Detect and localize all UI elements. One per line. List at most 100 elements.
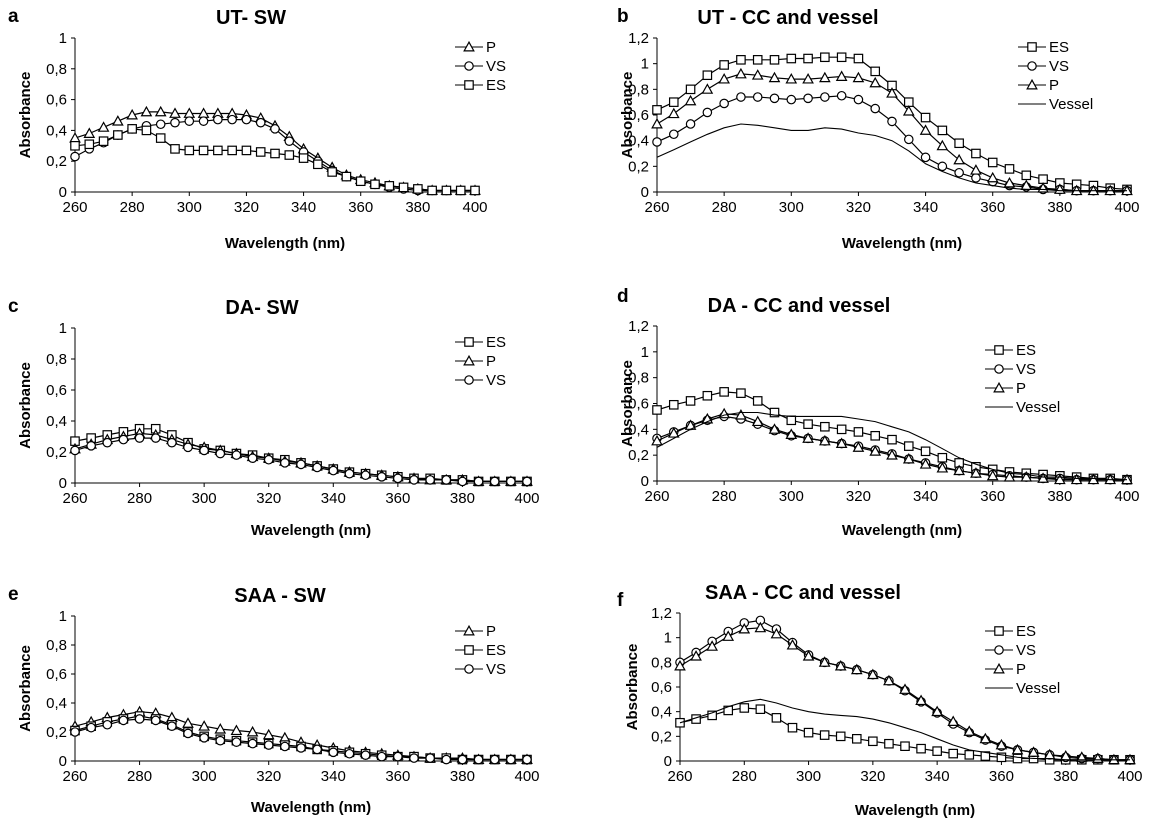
data-point: [736, 55, 746, 65]
y-tick-label: 0,8: [628, 370, 649, 387]
y-tick-label: 0,6: [628, 396, 649, 413]
x-tick-label: 320: [846, 199, 871, 216]
data-point: [820, 92, 830, 102]
data-point: [915, 694, 927, 706]
data-point: [470, 185, 480, 196]
data-point: [199, 732, 209, 743]
data-point: [312, 744, 322, 755]
data-point: [948, 748, 959, 759]
data-point: [883, 674, 895, 686]
x-tick-label: 360: [348, 199, 373, 216]
y-tick-label: 1,2: [651, 605, 672, 622]
y-tick-label: 0,8: [46, 351, 67, 368]
legend-marker: [994, 345, 1004, 355]
panel-letter: c: [8, 296, 19, 317]
y-tick-label: 0,2: [628, 447, 649, 464]
data-point: [887, 116, 897, 127]
data-point: [328, 747, 339, 758]
data-point: [770, 627, 783, 639]
data-point: [227, 114, 237, 125]
x-tick-label: 280: [127, 490, 152, 507]
data-point: [393, 751, 403, 762]
x-axis-label: Wavelength (nm): [855, 802, 975, 819]
data-point: [836, 52, 847, 63]
data-point: [398, 182, 409, 193]
series-vessel: [656, 123, 1127, 192]
x-tick-label: 280: [712, 199, 737, 216]
data-point: [751, 69, 764, 80]
legend-entry: VS: [985, 361, 1036, 378]
y-tick-label: 1,2: [628, 318, 649, 335]
data-point: [360, 750, 371, 760]
data-point: [327, 167, 337, 177]
data-point: [986, 469, 999, 481]
legend-label: ES: [1016, 623, 1036, 640]
data-point: [652, 105, 662, 115]
data-point: [167, 437, 177, 448]
y-tick-label: 0,6: [46, 92, 67, 109]
y-tick-label: 0,4: [46, 695, 67, 712]
y-tick-label: 0,4: [628, 133, 649, 150]
x-tick-label: 380: [450, 490, 475, 507]
data-point: [702, 390, 713, 401]
data-point: [735, 67, 747, 79]
data-point: [126, 108, 138, 120]
data-point: [284, 136, 295, 146]
x-axis-label: Wavelength (nm): [225, 235, 345, 252]
x-tick-label: 360: [385, 768, 410, 785]
data-point: [937, 125, 948, 136]
y-tick-label: 0,2: [46, 153, 67, 170]
data-point: [752, 92, 763, 102]
x-tick-label: 400: [514, 490, 539, 507]
legend-entry: P: [455, 623, 496, 640]
legend-label: Vessel: [1016, 399, 1060, 416]
data-point: [937, 161, 948, 172]
data-point: [313, 159, 323, 170]
legend-entry: VS: [985, 642, 1036, 659]
data-point: [98, 136, 109, 146]
data-point: [690, 650, 702, 661]
legend-label: VS: [1016, 642, 1036, 659]
data-point: [425, 475, 435, 485]
legend-marker: [464, 337, 474, 347]
legend-entry: P: [455, 39, 496, 56]
x-tick-label: 280: [732, 768, 757, 785]
data-point: [668, 97, 679, 107]
data-point: [971, 148, 981, 159]
y-tick-label: 1: [59, 608, 67, 625]
data-point: [954, 167, 964, 178]
legend-entry: Vessel: [985, 399, 1060, 416]
data-point: [409, 753, 419, 763]
data-point: [83, 127, 96, 138]
data-point: [739, 703, 750, 713]
legend-label: Vessel: [1016, 680, 1060, 697]
data-point: [344, 468, 355, 479]
data-point: [425, 753, 435, 763]
data-point: [786, 415, 797, 426]
x-tick-label: 280: [120, 199, 145, 216]
data-point: [668, 129, 679, 140]
legend-entry: ES: [455, 77, 506, 94]
x-tick-label: 260: [62, 199, 87, 216]
data-point: [199, 445, 209, 456]
data-point: [86, 440, 96, 451]
data-point: [270, 148, 280, 159]
legend-entry: Vessel: [985, 680, 1060, 697]
chart-panel-e: e SAA - SW 0 0,2 0,4 0,6 0,8 1 260 280 300 320 340 36…: [8, 584, 540, 816]
panel-letter: a: [8, 6, 19, 27]
data-point: [112, 115, 124, 126]
data-point: [852, 441, 865, 452]
data-point: [1037, 472, 1049, 483]
x-tick-label: 340: [321, 490, 346, 507]
data-point: [771, 713, 782, 723]
x-tick-label: 360: [989, 768, 1014, 785]
legend-marker: [464, 645, 474, 655]
data-point: [441, 475, 452, 485]
legend-label: ES: [1049, 39, 1069, 56]
y-axis-label: Absorbance: [619, 360, 636, 447]
legend-entry: ES: [455, 642, 506, 659]
data-point: [754, 621, 767, 633]
data-point: [155, 133, 166, 143]
data-point: [213, 114, 223, 125]
data-point: [118, 715, 129, 726]
